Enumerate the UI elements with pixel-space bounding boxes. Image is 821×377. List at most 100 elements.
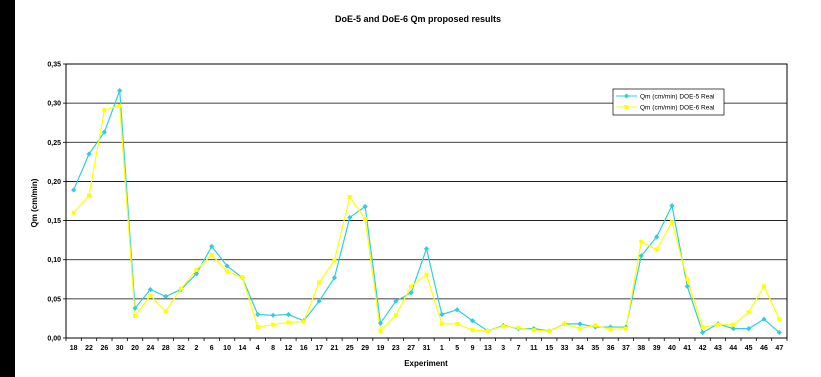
data-point-doe6 (761, 284, 766, 289)
data-point-doe5 (776, 329, 782, 336)
data-point-doe6 (547, 328, 552, 333)
x-tick-label: 4 (256, 345, 260, 352)
x-tick-label: 34 (576, 345, 584, 352)
data-point-doe6 (455, 321, 460, 326)
x-tick-label: 12 (285, 345, 293, 352)
y-axis-ticks: 0,00 0,05 0,10 0,15 0,20 0,25 0,30 0,35 (47, 62, 66, 343)
x-tick-label: 47 (775, 345, 783, 352)
data-point-doe5 (71, 187, 77, 193)
data-point-doe6 (593, 323, 598, 328)
data-point-doe6 (516, 325, 521, 330)
data-point-doe5 (101, 129, 107, 135)
x-tick-label: 36 (607, 345, 615, 352)
data-point-doe5 (746, 326, 752, 332)
legend-marker-doe5 (624, 93, 629, 99)
data-point-doe5 (331, 275, 338, 281)
x-tick-label: 26 (100, 345, 108, 352)
data-point-doe5 (454, 307, 460, 313)
x-tick-label: 46 (760, 345, 768, 352)
x-tick-label: 9 (471, 345, 475, 352)
data-point-doe6 (87, 193, 92, 198)
left-border (0, 0, 15, 377)
data-point-doe6 (102, 108, 107, 113)
data-point-doe6 (347, 195, 352, 200)
x-tick-label: 25 (346, 345, 354, 352)
data-point-doe6 (317, 280, 322, 285)
x-tick-label: 45 (745, 345, 753, 352)
x-tick-label: 30 (116, 345, 124, 352)
x-tick-label: 33 (561, 345, 569, 352)
x-tick-label: 2 (194, 345, 198, 352)
data-point-doe6 (470, 328, 475, 333)
data-point-doe5 (761, 316, 767, 322)
data-point-doe6 (240, 275, 245, 280)
x-tick-label: 10 (223, 345, 231, 352)
data-point-doe5 (209, 243, 215, 250)
x-tick-label: 37 (622, 345, 630, 352)
x-tick-label: 1 (440, 345, 444, 352)
data-point-doe6 (271, 322, 276, 327)
data-point-doe6 (378, 328, 383, 333)
x-tick-label: 20 (131, 345, 139, 352)
data-point-doe5 (393, 298, 399, 304)
x-tick-label: 29 (361, 345, 369, 352)
data-point-doe6 (424, 272, 429, 277)
y-tick-label: 0,15 (47, 218, 61, 225)
y-axis-label: Qm (cm/min) (30, 178, 39, 227)
data-point-doe6 (301, 319, 306, 324)
data-point-doe5 (700, 329, 706, 336)
y-tick-label: 0,00 (47, 336, 61, 343)
series-lines (71, 88, 782, 336)
data-point-doe6 (179, 286, 184, 291)
data-point-doe6 (255, 325, 260, 330)
x-tick-label: 28 (162, 345, 170, 352)
data-point-doe6 (117, 103, 122, 108)
x-tick-label: 22 (85, 345, 93, 352)
x-tick-label: 19 (377, 345, 385, 352)
data-point-doe5 (607, 324, 614, 330)
x-tick-label: 23 (392, 345, 400, 352)
data-point-doe5 (193, 271, 199, 277)
data-point-doe5 (408, 289, 414, 296)
data-point-doe6 (501, 324, 506, 329)
y-tick-label: 0,10 (47, 257, 61, 264)
x-tick-label: 6 (210, 345, 214, 352)
data-point-doe5 (638, 253, 644, 259)
data-point-doe5 (147, 286, 153, 293)
series-line-doe5 (73, 90, 780, 334)
data-point-doe6 (393, 313, 398, 318)
legend-marker-doe6 (624, 105, 629, 109)
x-tick-label: 16 (300, 345, 308, 352)
data-point-doe6 (286, 320, 291, 325)
data-point-doe6 (194, 267, 199, 272)
y-tick-label: 0,20 (47, 179, 61, 186)
data-point-doe6 (685, 277, 690, 282)
data-point-doe6 (639, 239, 644, 244)
x-tick-label: 35 (591, 345, 599, 352)
y-tick-label: 0,35 (47, 62, 61, 69)
data-point-doe6 (332, 258, 337, 263)
data-point-doe5 (684, 283, 690, 289)
x-tick-label: 32 (177, 345, 185, 352)
x-tick-label: 31 (423, 345, 431, 352)
data-point-doe6 (531, 328, 536, 333)
data-point-doe5 (362, 203, 368, 210)
data-point-doe5 (730, 326, 736, 332)
data-point-doe6 (577, 326, 582, 331)
data-point-doe6 (485, 328, 490, 333)
x-tick-label: 44 (729, 345, 737, 352)
x-tick-label: 7 (517, 345, 521, 352)
data-point-doe6 (731, 322, 736, 327)
data-point-doe6 (225, 269, 230, 274)
data-point-doe6 (746, 310, 751, 315)
data-point-doe5 (469, 318, 476, 324)
x-axis-ticks: 18 22 26 30 20 24 28 32 2 6 10 14 4 8 12 16 17 21 25 29 19 23… (65, 338, 788, 352)
y-tick-label: 0,05 (47, 296, 61, 303)
data-point-doe6 (608, 327, 613, 332)
data-point-doe5 (270, 312, 276, 318)
data-point-doe6 (133, 314, 138, 319)
data-point-doe5 (132, 305, 138, 311)
data-point-doe6 (363, 217, 368, 222)
